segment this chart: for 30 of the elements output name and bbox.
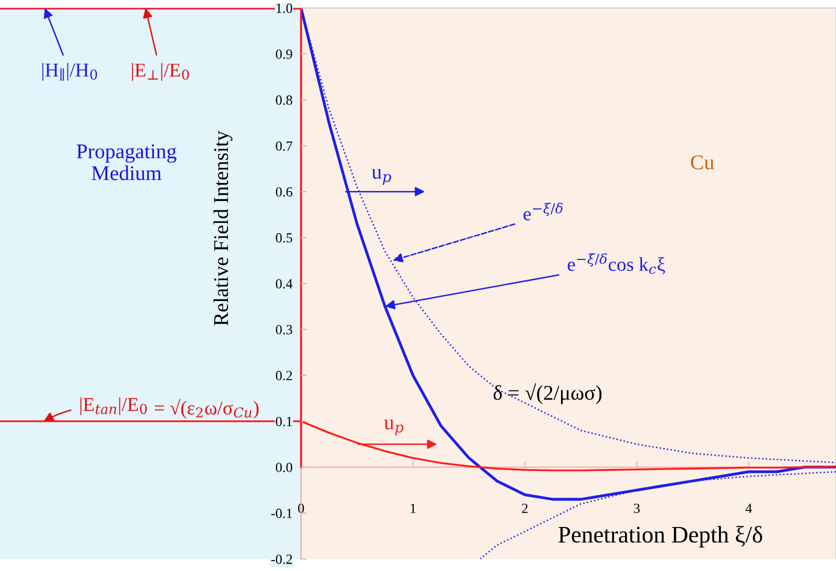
- y-tick-label: 0.8: [276, 95, 292, 105]
- band-label: Propagating Medium: [76, 144, 176, 180]
- annotation: u$_{p}$: [384, 420, 404, 436]
- annotation: |E$_{tan}$|/E$_{0}$: [80, 397, 147, 416]
- y-tick-label: 0.1: [276, 416, 292, 426]
- x-tick-label: 3: [634, 504, 640, 514]
- annotation: |E$_{⊥}$|/E$_{0}$: [132, 63, 189, 81]
- y-tick-label: 1.0: [276, 4, 292, 14]
- y-tick-label: -0.2: [271, 554, 292, 564]
- y-tick-label: 0.0: [276, 462, 292, 472]
- annotation: δ = √(2/μωσ): [494, 383, 602, 404]
- y-tick-label: 0.6: [276, 187, 292, 197]
- annotation: e$^{−ξ/δ}$cos k$_{c}$ξ: [568, 253, 666, 274]
- x-tick-label: 1: [410, 504, 416, 513]
- band-label: Cu: [690, 155, 714, 170]
- annotation: |H$_{∥}$|/H$_{0}$: [42, 62, 98, 81]
- y-tick-label: 0.4: [276, 279, 292, 289]
- annotation: u$_{p}$: [372, 169, 392, 185]
- y-tick-label: 0.2: [276, 370, 292, 380]
- y-axis-title: Relative Field Intensity: [213, 130, 232, 326]
- annotation: e$^{−ξ/δ}$: [524, 202, 563, 220]
- annotation: = √(ε$_{2}$ω/σ$_{Cu}$): [154, 399, 259, 419]
- x-tick-label: 2: [522, 504, 528, 513]
- x-tick-label: 4: [746, 504, 752, 513]
- y-tick-label: 0.9: [276, 50, 292, 59]
- x-axis-title: Penetration Depth ξ/δ: [558, 526, 762, 548]
- y-tick-label: -0.1: [271, 508, 292, 518]
- y-tick-label: 0.3: [276, 325, 292, 334]
- y-tick-label: 0.5: [276, 233, 292, 243]
- y-tick-label: 0.7: [276, 141, 292, 151]
